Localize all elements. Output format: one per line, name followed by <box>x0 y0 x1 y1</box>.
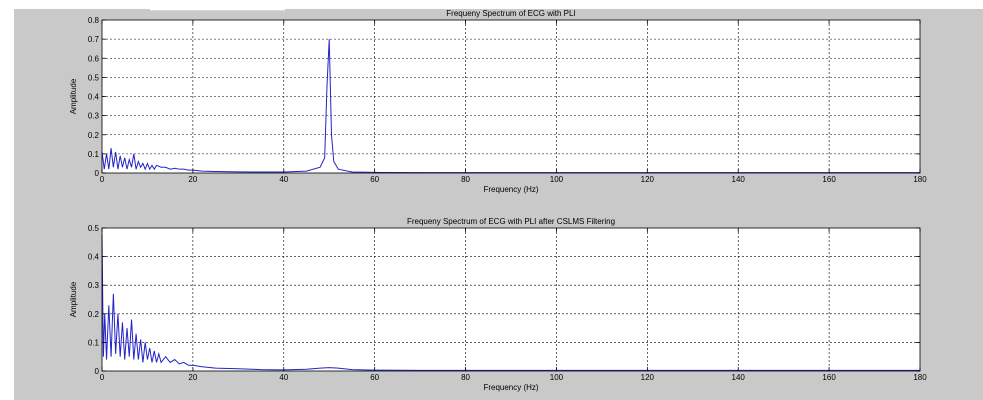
x-tick-label: 80 <box>461 373 470 382</box>
y-tick-label: 0.2 <box>88 131 100 140</box>
x-tick-label: 100 <box>550 373 564 382</box>
x-tick-label: 120 <box>641 373 655 382</box>
x-tick-label: 80 <box>461 175 470 184</box>
x-tick-label: 160 <box>822 373 836 382</box>
x-tick-label: 140 <box>732 373 746 382</box>
x-tick-label: 40 <box>279 175 288 184</box>
y-tick-label: 0.2 <box>88 310 100 319</box>
y-tick-label: 0.8 <box>88 16 100 25</box>
x-axis-label: Frequency (Hz) <box>483 383 538 392</box>
y-tick-label: 0 <box>95 367 100 376</box>
chart-1: 0 20 40 60 80 100 120 140 160 180 0 0.1 0.2 0.3 0.4 0.5… <box>69 9 927 194</box>
x-tick-label: 20 <box>188 175 197 184</box>
y-tick-label: 0.5 <box>88 224 100 233</box>
x-axis-label: Frequency (Hz) <box>483 185 538 194</box>
series-line <box>101 233 920 371</box>
y-tick-label: 0.7 <box>88 35 100 44</box>
x-tick-label: 120 <box>641 175 655 184</box>
x-tick-label: 40 <box>279 373 288 382</box>
y-axis-label: Amplitude <box>69 281 78 317</box>
x-tick-label: 160 <box>822 175 836 184</box>
y-tick-label: 0.3 <box>88 281 100 290</box>
x-tick-label: 0 <box>100 373 105 382</box>
y-tick-label: 0.4 <box>88 253 100 262</box>
y-tick-label: 0 <box>95 169 100 178</box>
x-tick-label: 60 <box>370 373 379 382</box>
y-tick-label: 0.3 <box>88 112 100 121</box>
x-tick-label: 180 <box>913 175 927 184</box>
x-tick-label: 60 <box>370 175 379 184</box>
axes-frame <box>101 227 921 372</box>
window-title-strip <box>150 0 285 11</box>
series-line <box>101 39 920 174</box>
y-tick-label: 0.6 <box>88 54 100 63</box>
plot-area <box>102 228 920 371</box>
chart-title: Frequeny Spectrum of ECG with PLI after … <box>407 217 615 226</box>
x-tick-label: 180 <box>913 373 927 382</box>
y-tick-label: 0.5 <box>88 73 100 82</box>
chart-title: Frequeny Spectrum of ECG with PLI <box>446 9 575 18</box>
y-tick-label: 0.1 <box>88 338 100 347</box>
x-tick-label: 100 <box>550 175 564 184</box>
x-tick-label: 20 <box>188 373 197 382</box>
y-tick-label: 0.1 <box>88 150 100 159</box>
y-axis-label: Amplitude <box>69 78 78 114</box>
x-tick-label: 0 <box>100 175 105 184</box>
chart-2: 0 20 40 60 80 100 120 140 160 180 0 0.1 0.2 0.3 0.4 0.5… <box>69 217 927 392</box>
x-tick-label: 140 <box>732 175 746 184</box>
y-tick-label: 0.4 <box>88 93 100 102</box>
